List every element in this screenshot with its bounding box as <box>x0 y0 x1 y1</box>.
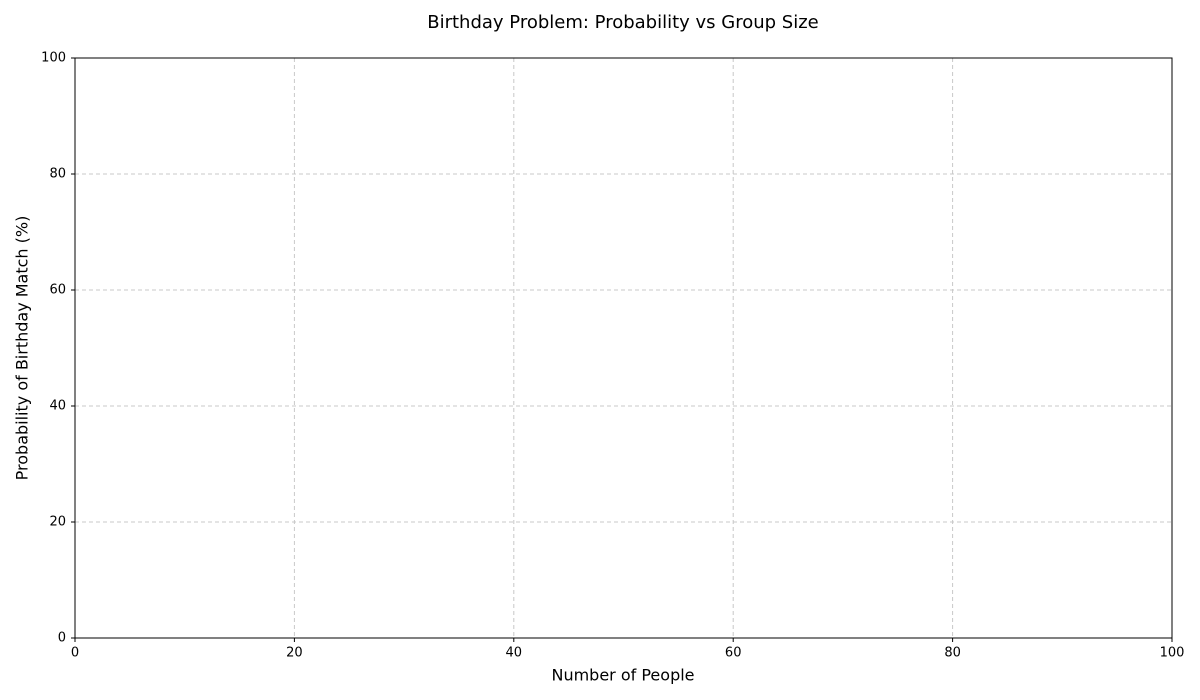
x-tick-label: 40 <box>506 646 523 661</box>
y-tick-label: 80 <box>49 167 66 182</box>
y-tick-label: 20 <box>49 515 66 530</box>
x-tick-label: 60 <box>725 646 742 661</box>
x-tick-label: 80 <box>944 646 961 661</box>
y-tick-label: 0 <box>58 631 66 646</box>
y-tick-label: 60 <box>49 283 66 298</box>
y-axis-label: Probability of Birthday Match (%) <box>13 216 32 481</box>
grid-layer <box>74 57 1173 639</box>
y-tick-label: 100 <box>41 51 66 66</box>
chart-title: Birthday Problem: Probability vs Group S… <box>427 12 819 33</box>
x-tick-label: 20 <box>286 646 303 661</box>
x-tick-label: 100 <box>1160 646 1185 661</box>
x-axis-label: Number of People <box>551 666 694 685</box>
x-tick-label: 0 <box>71 646 79 661</box>
plot-frame <box>74 57 1173 639</box>
y-tick-label: 40 <box>49 399 66 414</box>
